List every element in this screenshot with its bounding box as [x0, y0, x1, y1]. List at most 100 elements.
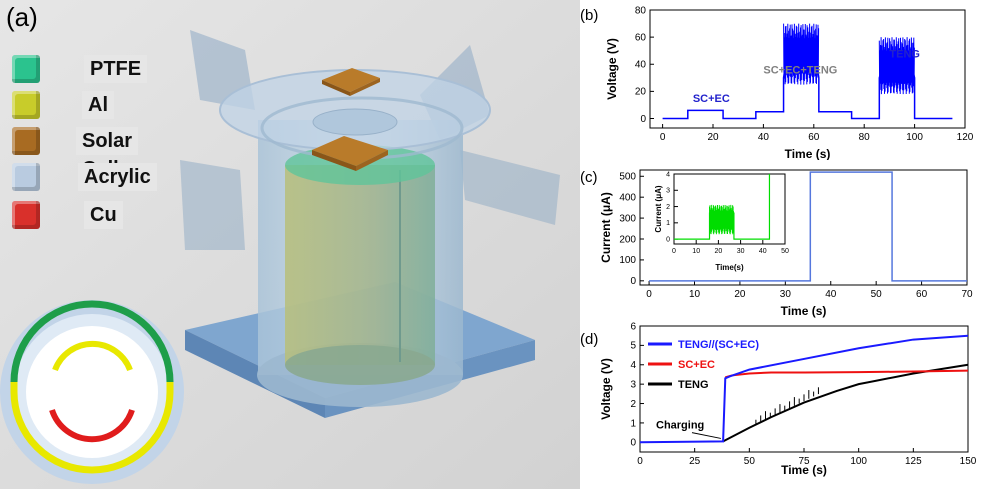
- legend-item-acrylic: Acrylic: [12, 160, 157, 194]
- y-tick-label: 100: [619, 255, 636, 266]
- noise-band: [709, 204, 735, 235]
- y-tick-label: 2: [630, 399, 636, 410]
- x-tick-label: 60: [916, 289, 928, 300]
- chart-c-container: 0 10 20 30 40 50 60 70 0 100 200 300 400 500 (c) Time (…: [580, 160, 996, 320]
- panel-label: (b): [580, 7, 598, 24]
- chart-d-container: 0 25 50 75 100 125 150 0 1 2 3 4 5 6 TENG//(SC+EC) SC+E…: [580, 320, 996, 489]
- x-tick-label: 60: [808, 132, 820, 143]
- inset-chart: 0 10 20 30 40 50 0 1 2 3 4 Time(s) Current (μA): [652, 171, 792, 272]
- panel-label: (d): [580, 331, 598, 348]
- legend-label: Acrylic: [78, 163, 157, 191]
- inner-cylinder: [285, 165, 435, 365]
- series-line: [649, 171, 967, 282]
- x-axis-label: Time (s): [781, 304, 827, 318]
- legend-label: TENG//(SC+EC): [678, 339, 759, 351]
- x-tick-label: 20: [715, 248, 723, 255]
- y-tick-label: 0: [640, 114, 646, 125]
- material-swatch: [12, 127, 40, 155]
- x-tick-label: 50: [871, 289, 883, 300]
- x-tick-label: 20: [734, 289, 746, 300]
- legend-item-cu: Cu: [12, 198, 123, 232]
- material-swatch: [12, 55, 40, 83]
- x-tick-label: 0: [646, 289, 652, 300]
- y-tick-label: 0: [630, 438, 636, 449]
- y-tick-label: 20: [635, 87, 647, 98]
- legend-label: Solar Cell: [76, 127, 139, 180]
- y-axis-label: Voltage (V): [605, 38, 619, 100]
- legend-label: TENG: [678, 379, 709, 391]
- series-line: [662, 43, 953, 120]
- x-tick-label: 30: [737, 248, 745, 255]
- y-tick-label: 60: [635, 32, 647, 43]
- solar-cell-bottom: [312, 136, 388, 166]
- annotation: SC+EC+TENG: [763, 65, 837, 77]
- x-tick-label: 125: [905, 456, 922, 467]
- legend-label: PTFE: [84, 55, 148, 83]
- legend-item-al: Al: [12, 88, 114, 122]
- material-swatch: [12, 201, 40, 229]
- solar-cell-top: [322, 68, 380, 92]
- inset-x-axis-label: Time(s): [715, 263, 744, 272]
- noise-band: [878, 37, 915, 95]
- x-tick-label: 10: [692, 248, 700, 255]
- plot-frame: [673, 173, 786, 245]
- x-tick-label: 10: [689, 289, 701, 300]
- y-tick-label: 1: [630, 418, 636, 429]
- y-tick-label: 300: [619, 213, 636, 224]
- x-tick-label: 0: [660, 132, 666, 143]
- x-tick-label: 0: [672, 248, 676, 255]
- x-tick-label: 100: [906, 132, 923, 143]
- annotation: Charging: [656, 420, 704, 432]
- device-illustration: [0, 0, 580, 489]
- y-tick-label: 200: [619, 234, 636, 245]
- chart-b-container: 0 20 40 60 80 100 120 0 20 40 60 80 SC+EC SC+EC+TENG T…: [580, 0, 996, 161]
- chart-d: 0 25 50 75 100 125 150 0 1 2 3 4 5 6 TENG//(SC+EC) SC+E…: [580, 321, 977, 477]
- legend-item-ptfe: PTFE: [12, 52, 148, 86]
- x-tick-label: 25: [689, 456, 701, 467]
- y-tick-label: 1: [666, 220, 670, 227]
- chart-b: 0 20 40 60 80 100 120 0 20 40 60 80 SC+EC SC+EC+TENG T…: [580, 5, 974, 161]
- device-illustration-panel: (a) PTFE Al Solar CellAcrylic Cu: [0, 0, 580, 489]
- legend-label: SC+EC: [678, 359, 715, 371]
- y-tick-label: 5: [630, 341, 636, 352]
- material-swatch: [12, 91, 40, 119]
- blade: [180, 160, 245, 250]
- x-axis-label: Time (s): [785, 147, 831, 160]
- y-tick-label: 80: [635, 5, 647, 16]
- series-line: [722, 363, 969, 443]
- noise-band: [783, 23, 820, 85]
- x-tick-label: 0: [637, 456, 643, 467]
- y-tick-label: 40: [635, 60, 647, 71]
- y-tick-label: 400: [619, 193, 636, 204]
- series-line: [674, 174, 771, 240]
- y-tick-label: 2: [666, 204, 670, 211]
- y-axis-label: Voltage (V): [599, 358, 613, 420]
- plot-frame: [649, 9, 966, 129]
- x-tick-label: 100: [850, 456, 867, 467]
- x-tick-label: 50: [744, 456, 756, 467]
- inset-y-axis-label: Current (μA): [654, 185, 663, 232]
- legend-label: Cu: [84, 201, 123, 229]
- x-tick-label: 70: [961, 289, 973, 300]
- x-tick-label: 75: [798, 456, 810, 467]
- cross-section-diagram: [0, 300, 184, 484]
- x-tick-label: 40: [759, 248, 767, 255]
- y-axis-label: Current (μA): [599, 192, 613, 263]
- x-tick-label: 30: [780, 289, 792, 300]
- y-tick-label: 0: [630, 276, 636, 287]
- y-tick-label: 0: [666, 236, 670, 243]
- x-tick-label: 150: [960, 456, 977, 467]
- series-line: [724, 369, 969, 379]
- legend-label: Al: [82, 91, 114, 119]
- panel-a-label: (a): [6, 2, 38, 32]
- x-tick-label: 50: [781, 248, 789, 255]
- annotation: TENG: [889, 48, 920, 60]
- x-axis-label: Time (s): [781, 463, 827, 477]
- x-tick-label: 40: [758, 132, 770, 143]
- panel-label: (c): [580, 169, 598, 186]
- x-tick-label: 20: [707, 132, 719, 143]
- x-tick-label: 80: [859, 132, 871, 143]
- legend-item-solar-cell: Solar Cell: [12, 124, 139, 180]
- y-tick-label: 500: [619, 172, 636, 183]
- y-tick-label: 4: [666, 171, 670, 178]
